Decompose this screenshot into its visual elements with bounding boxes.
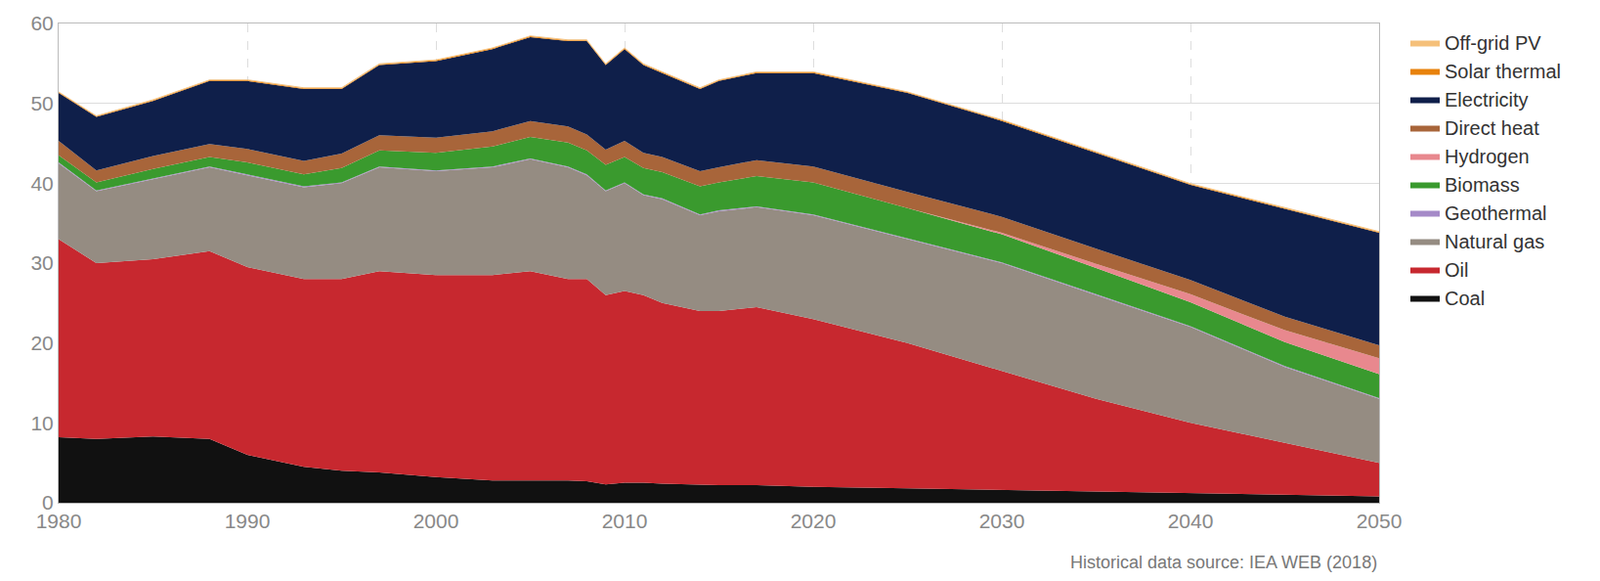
svg-text:Biomass: Biomass (1444, 173, 1520, 196)
svg-text:20: 20 (30, 331, 53, 354)
svg-text:2030: 2030 (979, 509, 1026, 532)
svg-text:Solar thermal: Solar thermal (1444, 60, 1561, 83)
svg-text:2020: 2020 (790, 509, 837, 532)
svg-text:1990: 1990 (224, 509, 271, 532)
svg-text:Geothermal: Geothermal (1444, 202, 1548, 224)
svg-text:Direct heat: Direct heat (1444, 117, 1540, 139)
svg-text:Natural gas: Natural gas (1444, 230, 1545, 253)
svg-text:2000: 2000 (413, 509, 460, 532)
svg-text:Hydrogen: Hydrogen (1444, 145, 1530, 168)
svg-text:60: 60 (30, 11, 53, 35)
svg-text:Electricity: Electricity (1444, 88, 1529, 111)
svg-text:10: 10 (30, 411, 53, 434)
svg-text:2040: 2040 (1167, 509, 1214, 532)
svg-text:40: 40 (30, 172, 53, 195)
svg-text:Off-grid PV: Off-grid PV (1444, 32, 1542, 54)
svg-text:50: 50 (30, 91, 53, 115)
svg-text:2050: 2050 (1356, 509, 1403, 532)
svg-text:Historical data source: IEA WE: Historical data source: IEA WEB (2018) (1070, 552, 1378, 572)
svg-text:30: 30 (30, 251, 53, 274)
svg-text:Coal: Coal (1444, 287, 1485, 309)
svg-text:Oil: Oil (1444, 259, 1469, 281)
svg-text:2010: 2010 (602, 509, 649, 532)
svg-text:0: 0 (42, 490, 54, 514)
svg-text:1980: 1980 (36, 509, 83, 532)
